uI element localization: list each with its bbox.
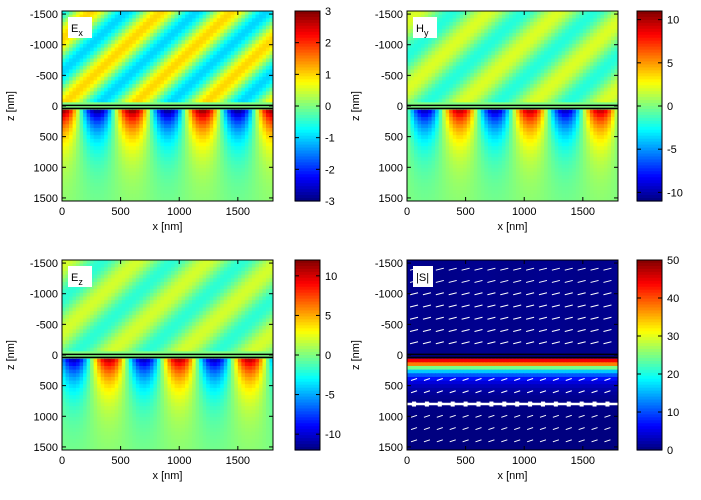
colorbar-tick-label: 0 <box>325 350 331 362</box>
y-tick-label: 1000 <box>34 411 58 423</box>
x-tick-label: 0 <box>404 455 410 467</box>
panel-label-box <box>68 17 92 38</box>
panel-label-box <box>68 266 92 287</box>
field-map <box>407 260 618 450</box>
colorbar-tick-label: 20 <box>667 369 679 381</box>
y-tick-label: -1000 <box>375 40 403 52</box>
panel-4: 0 500 1000 1500-1500-1000-500050010001500x … <box>350 255 679 482</box>
y-tick-label: 1000 <box>379 411 403 423</box>
x-axis-label: x [nm] <box>153 470 183 482</box>
colorbar-tick-label: 50 <box>667 255 679 267</box>
colorbar: 50 40 30 20 10 0 <box>636 255 679 457</box>
y-tick-label: -1500 <box>375 9 403 21</box>
panel-1: 0 500 1000 1500 -1500 -1000 -500 0 500 1000 1500 x … <box>5 6 335 233</box>
panel-label: |S| <box>416 272 429 284</box>
y-tick-label: -500 <box>381 319 403 331</box>
colorbar-tick-label: 3 <box>325 6 331 18</box>
colorbar: 3 2 1 0 -1 -2 -3 <box>294 6 335 208</box>
y-tick-label: 0 <box>397 101 403 113</box>
x-tick-label: 1500 <box>571 206 595 218</box>
y-tick-label: 0 <box>397 350 403 362</box>
y-tick-label: 1500 <box>34 442 58 454</box>
colorbar-tick-label: -10 <box>667 187 683 199</box>
x-tick-label: 500 <box>111 206 129 218</box>
colorbar-tick-label: 0 <box>667 445 673 457</box>
y-tick-label: 1500 <box>34 193 58 205</box>
y-tick-label: -500 <box>36 319 58 331</box>
y-tick-label: -500 <box>381 70 403 82</box>
y-tick-label: -1500 <box>30 258 58 270</box>
y-tick-label: -1000 <box>375 289 403 301</box>
x-tick-label: 500 <box>111 455 129 467</box>
x-tick-label: 1000 <box>167 455 191 467</box>
colorbar: 10 5 0 -5 -10 <box>294 259 341 451</box>
y-axis-label: z [nm] <box>350 340 362 370</box>
field-map <box>62 11 273 201</box>
y-tick-label: -500 <box>36 70 58 82</box>
y-tick-label: 500 <box>40 381 58 393</box>
y-tick-label: 1500 <box>379 193 403 205</box>
colorbar-tick-label: 1 <box>325 69 331 81</box>
x-tick-label: 1000 <box>512 206 536 218</box>
panel-label: Hy <box>416 23 429 38</box>
colorbar-tick-label: -3 <box>325 196 335 208</box>
field-map <box>407 11 618 201</box>
colorbar-tick-label: 5 <box>667 58 673 70</box>
colorbar-tick-label: 40 <box>667 293 679 305</box>
y-tick-label: 1000 <box>379 162 403 174</box>
y-tick-label: -1000 <box>30 289 58 301</box>
colorbar: 10 5 0 -5 -10 <box>636 10 683 202</box>
colorbar-tick-label: -10 <box>325 429 341 441</box>
y-tick-label: 500 <box>40 132 58 144</box>
y-axis-label: z [nm] <box>5 340 17 370</box>
x-tick-label: 1500 <box>226 206 250 218</box>
y-tick-label: 1000 <box>34 162 58 174</box>
panel-2: 0 500 1000 1500 -1500 -1000 -500 0 500 1000 1500 x … <box>350 9 683 233</box>
x-axis-label: x [nm] <box>498 221 528 233</box>
colorbar-tick-label: 10 <box>325 271 337 283</box>
colorbar-tick-label: 5 <box>325 310 331 322</box>
x-axis-label: x [nm] <box>498 470 528 482</box>
y-tick-label: 500 <box>385 132 403 144</box>
y-axis-label: z [nm] <box>5 91 17 121</box>
panel-label: Ex <box>71 23 83 38</box>
colorbar-tick-label: 0 <box>667 101 673 113</box>
y-tick-label: -1500 <box>30 9 58 21</box>
y-tick-label: -1000 <box>30 40 58 52</box>
x-tick-label: 500 <box>456 206 474 218</box>
x-tick-label: 1500 <box>226 455 250 467</box>
x-tick-label: 1000 <box>167 206 191 218</box>
colorbar-tick-label: -5 <box>667 144 677 156</box>
y-tick-label: 500 <box>385 381 403 393</box>
panel-3: 0 500 1000 1500 -1500 -1000 -500 0 500 1000 1500 x … <box>5 258 341 482</box>
field-map <box>62 260 273 450</box>
panel-label: Ez <box>71 272 83 287</box>
colorbar-tick-label: 30 <box>667 331 679 343</box>
colorbar-tick-label: 0 <box>325 101 331 113</box>
colorbar-tick-label: 2 <box>325 38 331 50</box>
panel-label-box <box>413 17 437 38</box>
panel-label-box <box>413 266 433 287</box>
x-tick-label: 500 <box>456 455 474 467</box>
colorbar-tick-label: 10 <box>667 407 679 419</box>
x-tick-label: 1500 <box>571 455 595 467</box>
colorbar-tick-label: -1 <box>325 133 335 145</box>
x-tick-label: 1000 <box>512 455 536 467</box>
y-axis-label: z [nm] <box>350 91 362 121</box>
y-tick-label: 1500 <box>379 442 403 454</box>
y-tick-label: 0 <box>52 350 58 362</box>
colorbar-tick-label: 10 <box>667 15 679 27</box>
x-axis-label: x [nm] <box>153 221 183 233</box>
colorbar-tick-label: -2 <box>325 164 335 176</box>
y-tick-label: 0 <box>52 101 58 113</box>
x-tick-label: 0 <box>59 455 65 467</box>
x-tick-label: 0 <box>59 206 65 218</box>
y-tick-label: -1500 <box>375 258 403 270</box>
colorbar-tick-label: -5 <box>325 390 335 402</box>
x-tick-label: 0 <box>404 206 410 218</box>
